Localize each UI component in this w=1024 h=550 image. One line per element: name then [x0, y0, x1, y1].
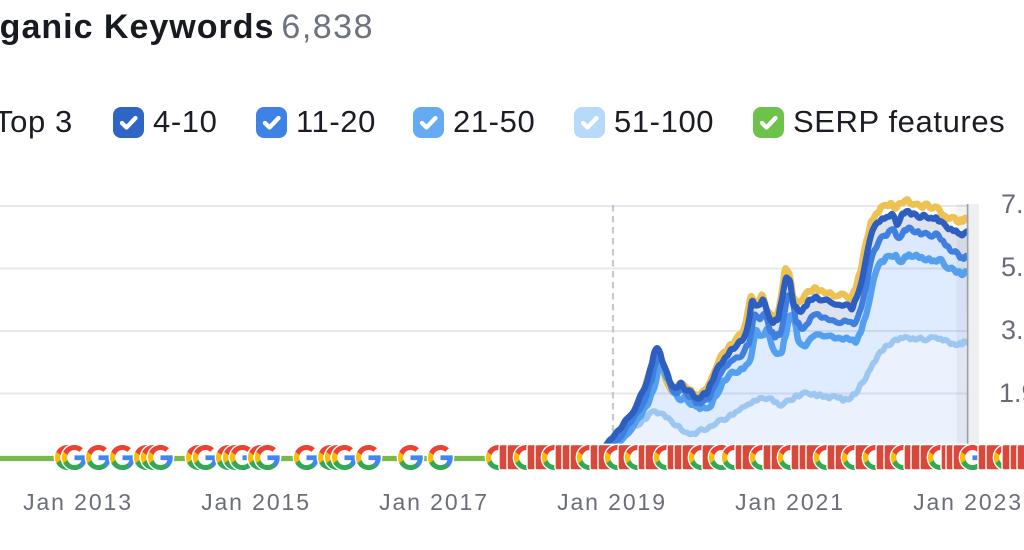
svg-text:5.7K: 5.7K [1001, 252, 1024, 282]
svg-text:Jan 2015: Jan 2015 [201, 489, 311, 515]
svg-text:1.9K: 1.9K [999, 378, 1024, 408]
svg-text:Jan 2013: Jan 2013 [23, 489, 133, 515]
svg-text:7.6K: 7.6K [1001, 189, 1024, 219]
svg-text:Jan 2019: Jan 2019 [557, 489, 667, 515]
svg-text:Jan 2021: Jan 2021 [735, 489, 845, 515]
svg-text:3.8K: 3.8K [1001, 315, 1024, 345]
svg-text:Jan 2017: Jan 2017 [379, 489, 489, 515]
svg-text:Jan 2023: Jan 2023 [913, 489, 1023, 515]
